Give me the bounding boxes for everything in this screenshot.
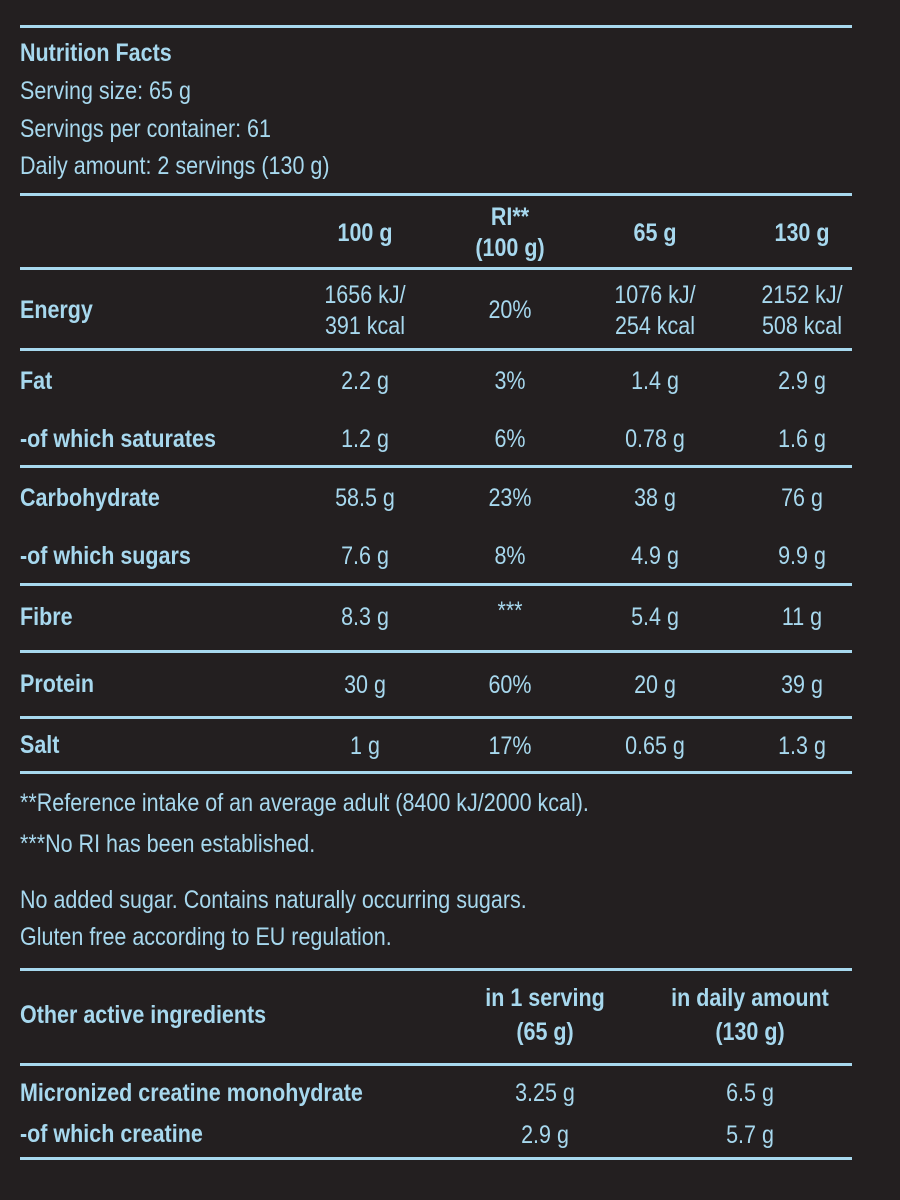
sugars-100g: 7.6 g — [341, 542, 389, 570]
page-title: Nutrition Facts — [20, 39, 172, 67]
fibre-130g: 11 g — [781, 603, 823, 631]
salt-100g: 1 g — [350, 732, 380, 760]
row-label-protein: Protein — [20, 670, 95, 698]
row-label-fibre: Fibre — [20, 603, 73, 631]
creatine-daily: 5.7 g — [726, 1121, 774, 1149]
salt-ri: 17% — [488, 732, 532, 760]
row-label-sugars: -of which sugars — [20, 542, 191, 570]
row-label-fat: Fat — [20, 367, 53, 395]
other-col-serving-line2: (65 g) — [516, 1018, 574, 1046]
protein-65g: 20 g — [634, 671, 676, 699]
col-header-ri-line2: (100 g) — [475, 234, 545, 262]
rule-carbohydrate — [20, 583, 852, 586]
other-ingredients-title: Other active ingredients — [20, 1001, 267, 1029]
sugars-130g: 9.9 g — [778, 542, 826, 570]
col-header-130g: 130 g — [774, 219, 830, 247]
protein-100g: 30 g — [344, 671, 386, 699]
fibre-65g: 5.4 g — [631, 603, 679, 631]
energy-130g-kcal: 508 kcal — [761, 312, 843, 340]
fat-ri: 3% — [494, 367, 526, 395]
fibre-ri: *** — [497, 597, 523, 625]
rule-energy — [20, 348, 852, 351]
saturates-100g: 1.2 g — [341, 425, 389, 453]
creatine-serving: 2.9 g — [521, 1121, 569, 1149]
creatine-monohydrate-serving: 3.25 g — [515, 1079, 575, 1107]
fat-100g: 2.2 g — [341, 367, 389, 395]
salt-130g: 1.3 g — [778, 732, 826, 760]
serving-size: Serving size: 65 g — [20, 77, 191, 105]
other-col-daily-line2: (130 g) — [715, 1018, 785, 1046]
sugars-ri: 8% — [494, 542, 526, 570]
saturates-130g: 1.6 g — [778, 425, 826, 453]
other-col-daily-line1: in daily amount — [671, 984, 829, 1012]
row-label-creatine: -of which creatine — [20, 1120, 203, 1148]
protein-130g: 39 g — [781, 671, 823, 699]
rule-columns — [20, 267, 852, 270]
other-col-serving-line1: in 1 serving — [485, 984, 605, 1012]
carbohydrate-100g: 58.5 g — [335, 484, 395, 512]
fibre-100g: 8.3 g — [341, 603, 389, 631]
claim-gluten-free: Gluten free according to EU regulation. — [20, 923, 392, 951]
daily-amount: Daily amount: 2 servings (130 g) — [20, 152, 330, 180]
col-header-65g: 65 g — [633, 219, 677, 247]
protein-ri: 60% — [488, 671, 532, 699]
row-label-saturates: -of which saturates — [20, 425, 216, 453]
energy-65g-kcal: 254 kcal — [614, 312, 696, 340]
servings-per-container: Servings per container: 61 — [20, 115, 271, 143]
rule-protein — [20, 716, 852, 719]
rule-fat — [20, 465, 852, 468]
rule-top — [20, 25, 852, 28]
row-label-creatine-monohydrate: Micronized creatine monohydrate — [20, 1079, 363, 1107]
salt-65g: 0.65 g — [625, 732, 685, 760]
energy-65g-kj: 1076 kJ/ — [614, 281, 696, 309]
fat-130g: 2.9 g — [778, 367, 826, 395]
carbohydrate-130g: 76 g — [781, 484, 823, 512]
rule-other-header — [20, 1063, 852, 1066]
row-label-energy: Energy — [20, 296, 93, 324]
claim-no-added-sugar: No added sugar. Contains naturally occur… — [20, 886, 527, 914]
energy-ri: 20% — [488, 296, 532, 324]
col-header-100g: 100 g — [337, 219, 393, 247]
footnote-no-ri: ***No RI has been established. — [20, 830, 316, 858]
carbohydrate-65g: 38 g — [634, 484, 676, 512]
rule-bottom — [20, 1157, 852, 1160]
rule-fibre — [20, 650, 852, 653]
creatine-monohydrate-daily: 6.5 g — [726, 1079, 774, 1107]
footnote-ri: **Reference intake of an average adult (… — [20, 789, 589, 817]
col-header-ri-line1: RI** — [490, 203, 530, 231]
rule-claims — [20, 968, 852, 971]
energy-100g-kj: 1656 kJ/ — [324, 281, 406, 309]
carbohydrate-ri: 23% — [488, 484, 532, 512]
energy-100g-kcal: 391 kcal — [324, 312, 406, 340]
row-label-salt: Salt — [20, 731, 60, 759]
energy-130g-kj: 2152 kJ/ — [761, 281, 843, 309]
saturates-65g: 0.78 g — [625, 425, 685, 453]
row-label-carbohydrate: Carbohydrate — [20, 484, 160, 512]
sugars-65g: 4.9 g — [631, 542, 679, 570]
saturates-ri: 6% — [494, 425, 526, 453]
rule-salt — [20, 771, 852, 774]
rule-header — [20, 193, 852, 196]
fat-65g: 1.4 g — [631, 367, 679, 395]
